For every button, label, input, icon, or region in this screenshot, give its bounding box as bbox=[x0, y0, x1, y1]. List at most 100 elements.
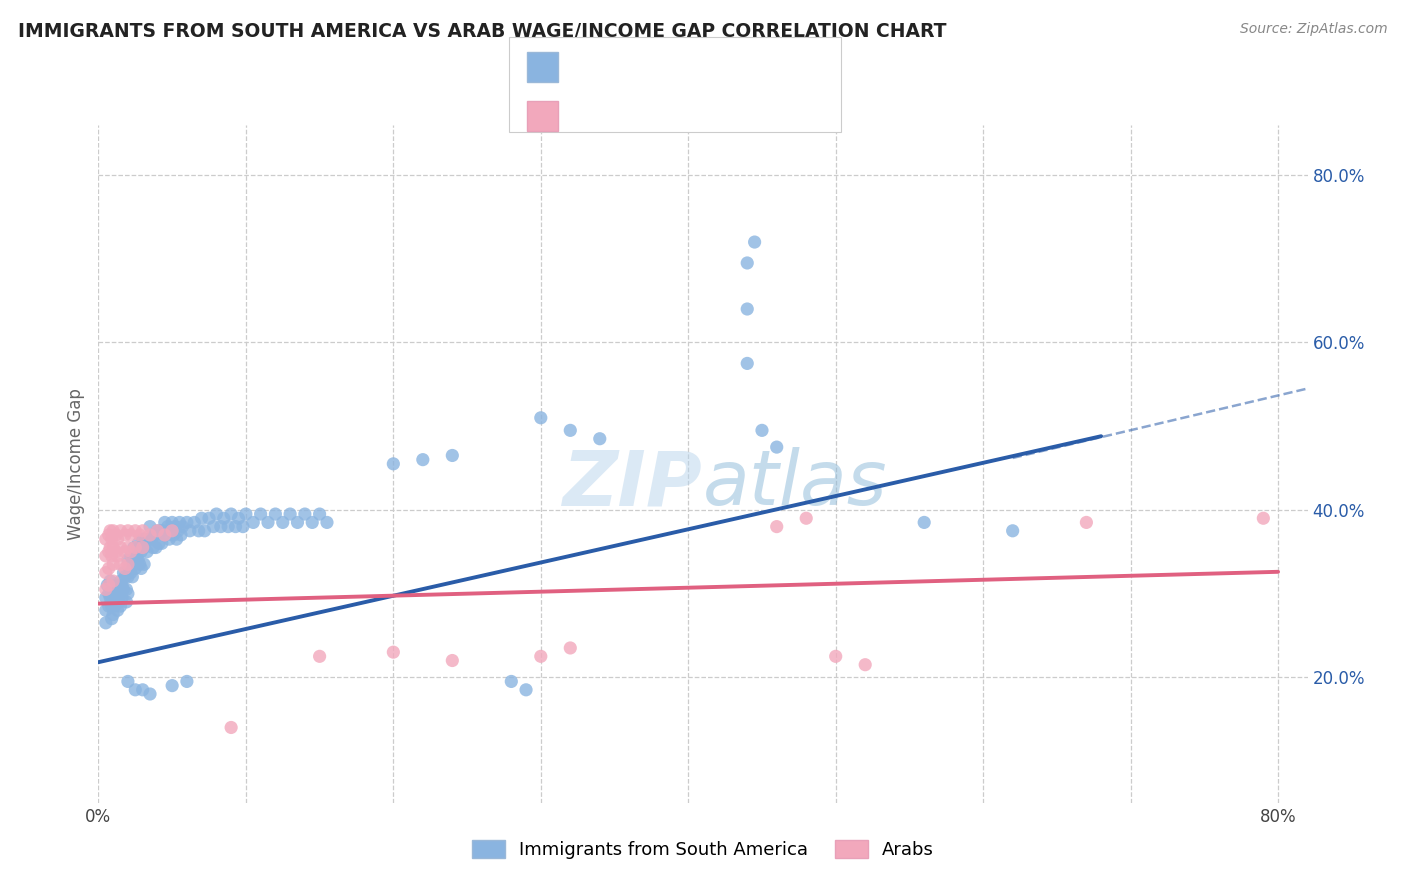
Point bbox=[735, 301, 758, 316]
Point bbox=[108, 595, 131, 609]
Point bbox=[94, 566, 117, 580]
Point bbox=[117, 570, 139, 584]
Point bbox=[107, 532, 129, 546]
Point bbox=[97, 528, 120, 542]
Point bbox=[198, 511, 221, 525]
Text: N =: N = bbox=[665, 58, 714, 76]
Point bbox=[242, 516, 264, 530]
Point bbox=[160, 679, 183, 693]
Point bbox=[97, 561, 120, 575]
Point bbox=[117, 553, 139, 567]
Point bbox=[308, 507, 330, 521]
Point bbox=[139, 687, 162, 701]
Point bbox=[765, 440, 787, 454]
Point bbox=[94, 591, 117, 605]
Text: R =: R = bbox=[569, 107, 607, 125]
Point bbox=[515, 682, 537, 697]
Point bbox=[114, 570, 136, 584]
Point bbox=[100, 549, 122, 563]
Point bbox=[1001, 524, 1024, 538]
Point bbox=[124, 541, 146, 555]
Point bbox=[160, 524, 183, 538]
Text: R =: R = bbox=[569, 58, 607, 76]
Point bbox=[441, 449, 464, 463]
Point bbox=[110, 574, 132, 588]
Point bbox=[110, 558, 132, 572]
Point bbox=[162, 528, 184, 542]
Point bbox=[98, 591, 121, 605]
Point bbox=[166, 532, 188, 546]
Point bbox=[141, 532, 163, 546]
Point bbox=[1076, 516, 1098, 530]
Text: 101: 101 bbox=[706, 58, 742, 76]
Point bbox=[96, 578, 118, 592]
Point bbox=[190, 511, 212, 525]
Point bbox=[176, 674, 198, 689]
Point bbox=[134, 541, 156, 555]
Point bbox=[264, 507, 287, 521]
Point bbox=[156, 519, 179, 533]
Point bbox=[124, 682, 146, 697]
Point bbox=[121, 570, 143, 584]
Point bbox=[560, 640, 582, 655]
Point bbox=[128, 541, 150, 555]
Point bbox=[308, 649, 330, 664]
Point bbox=[101, 541, 124, 555]
Point bbox=[217, 519, 239, 533]
Point bbox=[94, 615, 117, 630]
Point bbox=[115, 582, 138, 597]
Point bbox=[117, 541, 139, 555]
Point bbox=[212, 511, 235, 525]
Point bbox=[120, 545, 142, 559]
Point bbox=[853, 657, 876, 672]
Point bbox=[117, 674, 139, 689]
Point bbox=[118, 561, 141, 575]
Point bbox=[110, 586, 132, 600]
Point bbox=[104, 586, 127, 600]
Point bbox=[94, 549, 117, 563]
Point bbox=[301, 516, 323, 530]
Point bbox=[202, 519, 225, 533]
Point bbox=[139, 528, 162, 542]
Point bbox=[205, 507, 228, 521]
Point bbox=[530, 410, 553, 425]
Point bbox=[179, 524, 201, 538]
Point bbox=[107, 591, 129, 605]
Point bbox=[105, 528, 128, 542]
Point bbox=[149, 524, 172, 538]
Point bbox=[114, 528, 136, 542]
Point bbox=[146, 524, 169, 538]
Point bbox=[153, 528, 176, 542]
Point bbox=[110, 599, 132, 614]
Text: atlas: atlas bbox=[703, 447, 887, 521]
Point bbox=[157, 532, 180, 546]
Point bbox=[114, 545, 136, 559]
Point bbox=[145, 541, 167, 555]
Point bbox=[98, 541, 121, 555]
Point bbox=[765, 519, 787, 533]
Point bbox=[94, 603, 117, 617]
Point bbox=[735, 356, 758, 370]
Point bbox=[110, 524, 132, 538]
Point bbox=[278, 507, 301, 521]
Text: 53: 53 bbox=[706, 107, 735, 125]
Point bbox=[94, 532, 117, 546]
Point bbox=[105, 578, 128, 592]
Point bbox=[127, 536, 149, 550]
Text: Source: ZipAtlas.com: Source: ZipAtlas.com bbox=[1240, 22, 1388, 37]
Point bbox=[131, 541, 153, 555]
Point bbox=[115, 595, 138, 609]
Point bbox=[249, 507, 271, 521]
Point bbox=[101, 558, 124, 572]
Point bbox=[183, 516, 205, 530]
Point bbox=[134, 558, 156, 572]
Legend: Immigrants from South America, Arabs: Immigrants from South America, Arabs bbox=[463, 831, 943, 868]
Point bbox=[209, 519, 232, 533]
Point bbox=[271, 516, 294, 530]
Point bbox=[150, 536, 173, 550]
Point bbox=[176, 516, 198, 530]
Point bbox=[120, 528, 142, 542]
Point bbox=[219, 507, 242, 521]
Point bbox=[165, 519, 187, 533]
Point bbox=[117, 558, 139, 572]
